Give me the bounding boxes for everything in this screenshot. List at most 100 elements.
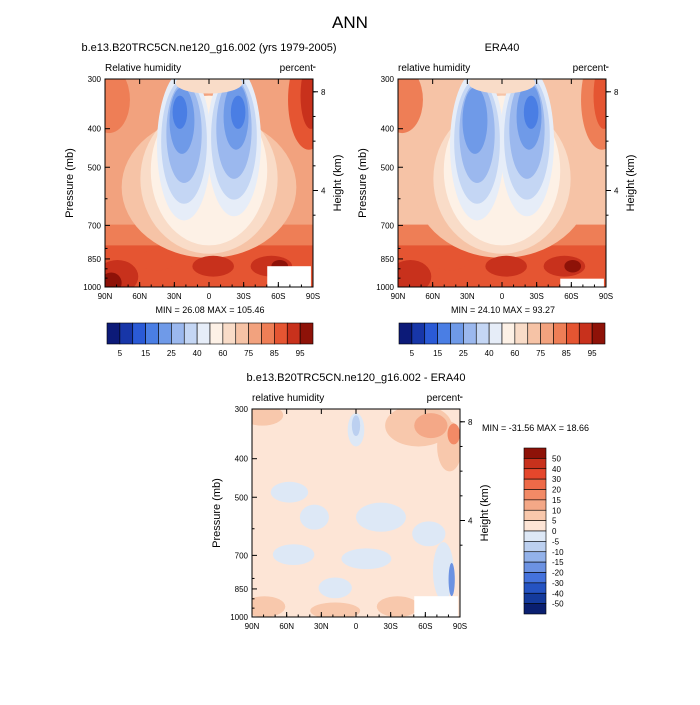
colorbar-box [523, 520, 547, 532]
positive-anomaly [252, 409, 284, 426]
dry-core [172, 95, 188, 129]
positive-anomaly [376, 596, 419, 617]
units-label: percent [573, 63, 607, 74]
colorbar-label: 15 [552, 496, 561, 505]
contour-panel-3: 90N 60N 30N 0 30S 60S 90S300400500700850100084… [211, 372, 589, 631]
contour-panel-2: 90N 60N 30N 0 30S 60S 90S 300 400 500 700 850 1000 8 4… [357, 42, 637, 358]
negative-anomaly [448, 562, 455, 597]
contour-level [398, 259, 432, 287]
negative-anomaly [299, 504, 329, 530]
y-tick-label: 850 [381, 255, 395, 264]
colorbar-box [591, 322, 606, 345]
negative-anomaly [351, 415, 361, 437]
colorbar-box [450, 322, 464, 345]
colorbar-label: -50 [552, 600, 564, 609]
min-max-label: MIN = -31.56 MAX = 18.66 [482, 423, 589, 433]
colorbar-label: 15 [141, 349, 150, 358]
colorbar-box [424, 322, 438, 345]
y-tick-label: 500 [235, 493, 249, 502]
colorbar-box [398, 322, 413, 345]
contour-panel-1: 90N 60N 30N 0 30S 60S 90S 300 400 500 700 850 1000 8 4… [64, 42, 344, 358]
contour-level [105, 79, 130, 134]
y2-axis-label: Height (km) [625, 155, 637, 212]
colorbar-box [523, 509, 547, 521]
topography-mask [414, 596, 458, 617]
y-tick-label: 400 [235, 455, 249, 464]
colorbar-box [235, 322, 249, 345]
colorbar-box [523, 530, 547, 542]
dry-core [230, 95, 246, 129]
colorbar-label: -20 [552, 569, 564, 578]
x-tick-label: 60N [132, 292, 147, 301]
x-tick-label: 30S [530, 292, 544, 301]
colorbar-label: -10 [552, 548, 564, 557]
y2-tick-label: 4 [468, 517, 473, 526]
x-tick-label: 0 [354, 622, 359, 631]
colorbar-label: 85 [270, 349, 279, 358]
dry-core [462, 87, 488, 154]
colorbar-box [171, 322, 185, 345]
colorbar-box [523, 603, 547, 615]
y-axis-label: Pressure (mb) [64, 148, 76, 218]
colorbar-box [248, 322, 262, 345]
y2-tick-label: 4 [321, 187, 326, 196]
panel-title: ERA40 [485, 42, 520, 54]
colorbar-box [540, 322, 554, 345]
colorbar-label: 95 [588, 349, 597, 358]
x-tick-label: 60S [418, 622, 432, 631]
y-tick-label: 500 [381, 163, 395, 172]
colorbar-label: 10 [552, 506, 561, 515]
colorbar-label: 5 [410, 349, 415, 358]
y-tick-label: 700 [381, 221, 395, 230]
y2-tick-label: 8 [321, 88, 326, 97]
colorbar-label: 40 [193, 349, 202, 358]
x-tick-label: 90N [245, 622, 260, 631]
colorbar-box [145, 322, 159, 345]
contour-level [175, 79, 243, 94]
contour-level [192, 255, 234, 277]
colorbar: 5 15 25 40 60 75 85 95 [106, 322, 314, 358]
colorbar-label: -5 [552, 537, 560, 546]
y-tick-label: 300 [381, 75, 395, 84]
topography-mask [267, 266, 311, 287]
panel-title: b.e13.B20TRC5CN.ne120_g16.002 - ERA40 [247, 372, 466, 384]
x-tick-label: 60S [271, 292, 285, 301]
colorbar-box [196, 322, 211, 345]
colorbar: 5 15 25 40 60 75 85 95 [398, 322, 606, 358]
variable-label: relative humidity [252, 393, 324, 404]
colorbar-box [523, 572, 547, 584]
x-tick-label: 60S [564, 292, 578, 301]
dry-core [523, 95, 539, 129]
colorbar-box [183, 322, 198, 345]
y-axis-label: Pressure (mb) [211, 478, 223, 548]
panel-title: b.e13.B20TRC5CN.ne120_g16.002 (yrs 1979-… [82, 42, 337, 54]
x-tick-label: 90S [599, 292, 613, 301]
colorbar-box [523, 478, 547, 490]
x-tick-label: 30S [384, 622, 398, 631]
x-tick-label: 30N [314, 622, 329, 631]
x-tick-label: 0 [500, 292, 505, 301]
colorbar-box [475, 322, 490, 345]
contour-level [105, 272, 122, 287]
colorbar-label: 30 [552, 475, 561, 484]
y2-tick-label: 8 [614, 88, 619, 97]
colorbar-box [286, 322, 301, 345]
colorbar-box [553, 322, 567, 345]
colorbar-label: 25 [167, 349, 176, 358]
colorbar-box [523, 541, 547, 553]
colorbar-box [501, 322, 516, 345]
colorbar-label: 60 [510, 349, 519, 358]
colorbar-box [209, 322, 224, 345]
x-tick-label: 0 [207, 292, 212, 301]
colorbar-box [523, 447, 547, 459]
colorbar-box [523, 592, 547, 604]
contour-level [138, 249, 176, 271]
figure-title: ANN [332, 13, 368, 32]
contour-level [593, 79, 606, 129]
contour-fill [398, 79, 606, 287]
negative-anomaly [341, 548, 392, 570]
colorbar-label: 40 [552, 465, 561, 474]
colorbar-label: -30 [552, 579, 564, 588]
colorbar-label: 20 [552, 486, 561, 495]
colorbar-label: 95 [296, 349, 305, 358]
